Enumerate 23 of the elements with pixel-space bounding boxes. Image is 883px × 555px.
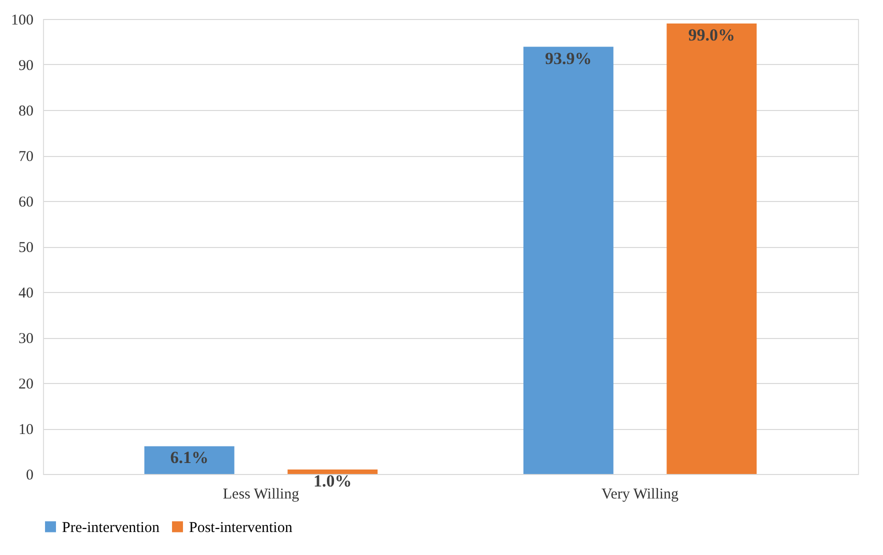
data-label: 1.0% (313, 471, 352, 490)
y-tick-label: 100 (11, 12, 34, 28)
legend-label: Post-intervention (189, 520, 293, 536)
data-label: 93.9% (545, 48, 592, 68)
x-tick-label: Less Willing (222, 486, 300, 502)
bar (523, 46, 614, 474)
y-tick-label: 90 (18, 58, 34, 74)
bar (288, 469, 378, 474)
data-label: 6.1% (170, 448, 208, 468)
y-tick-label: 60 (18, 194, 34, 210)
y-tick-label: 10 (18, 422, 34, 438)
y-tick-label: 30 (18, 331, 34, 347)
y-tick-label: 50 (18, 240, 34, 256)
data-label: 99.0% (688, 26, 736, 45)
y-tick-label: 0 (26, 468, 34, 484)
bar (144, 446, 234, 474)
y-tick-label: 80 (18, 104, 34, 120)
x-tick-label: Very Willing (602, 486, 680, 502)
y-tick-label: 70 (18, 149, 34, 165)
legend-label: Pre-intervention (62, 520, 160, 536)
bar (666, 24, 757, 474)
y-tick-label: 20 (18, 376, 34, 392)
y-tick-label: 40 (18, 286, 34, 302)
